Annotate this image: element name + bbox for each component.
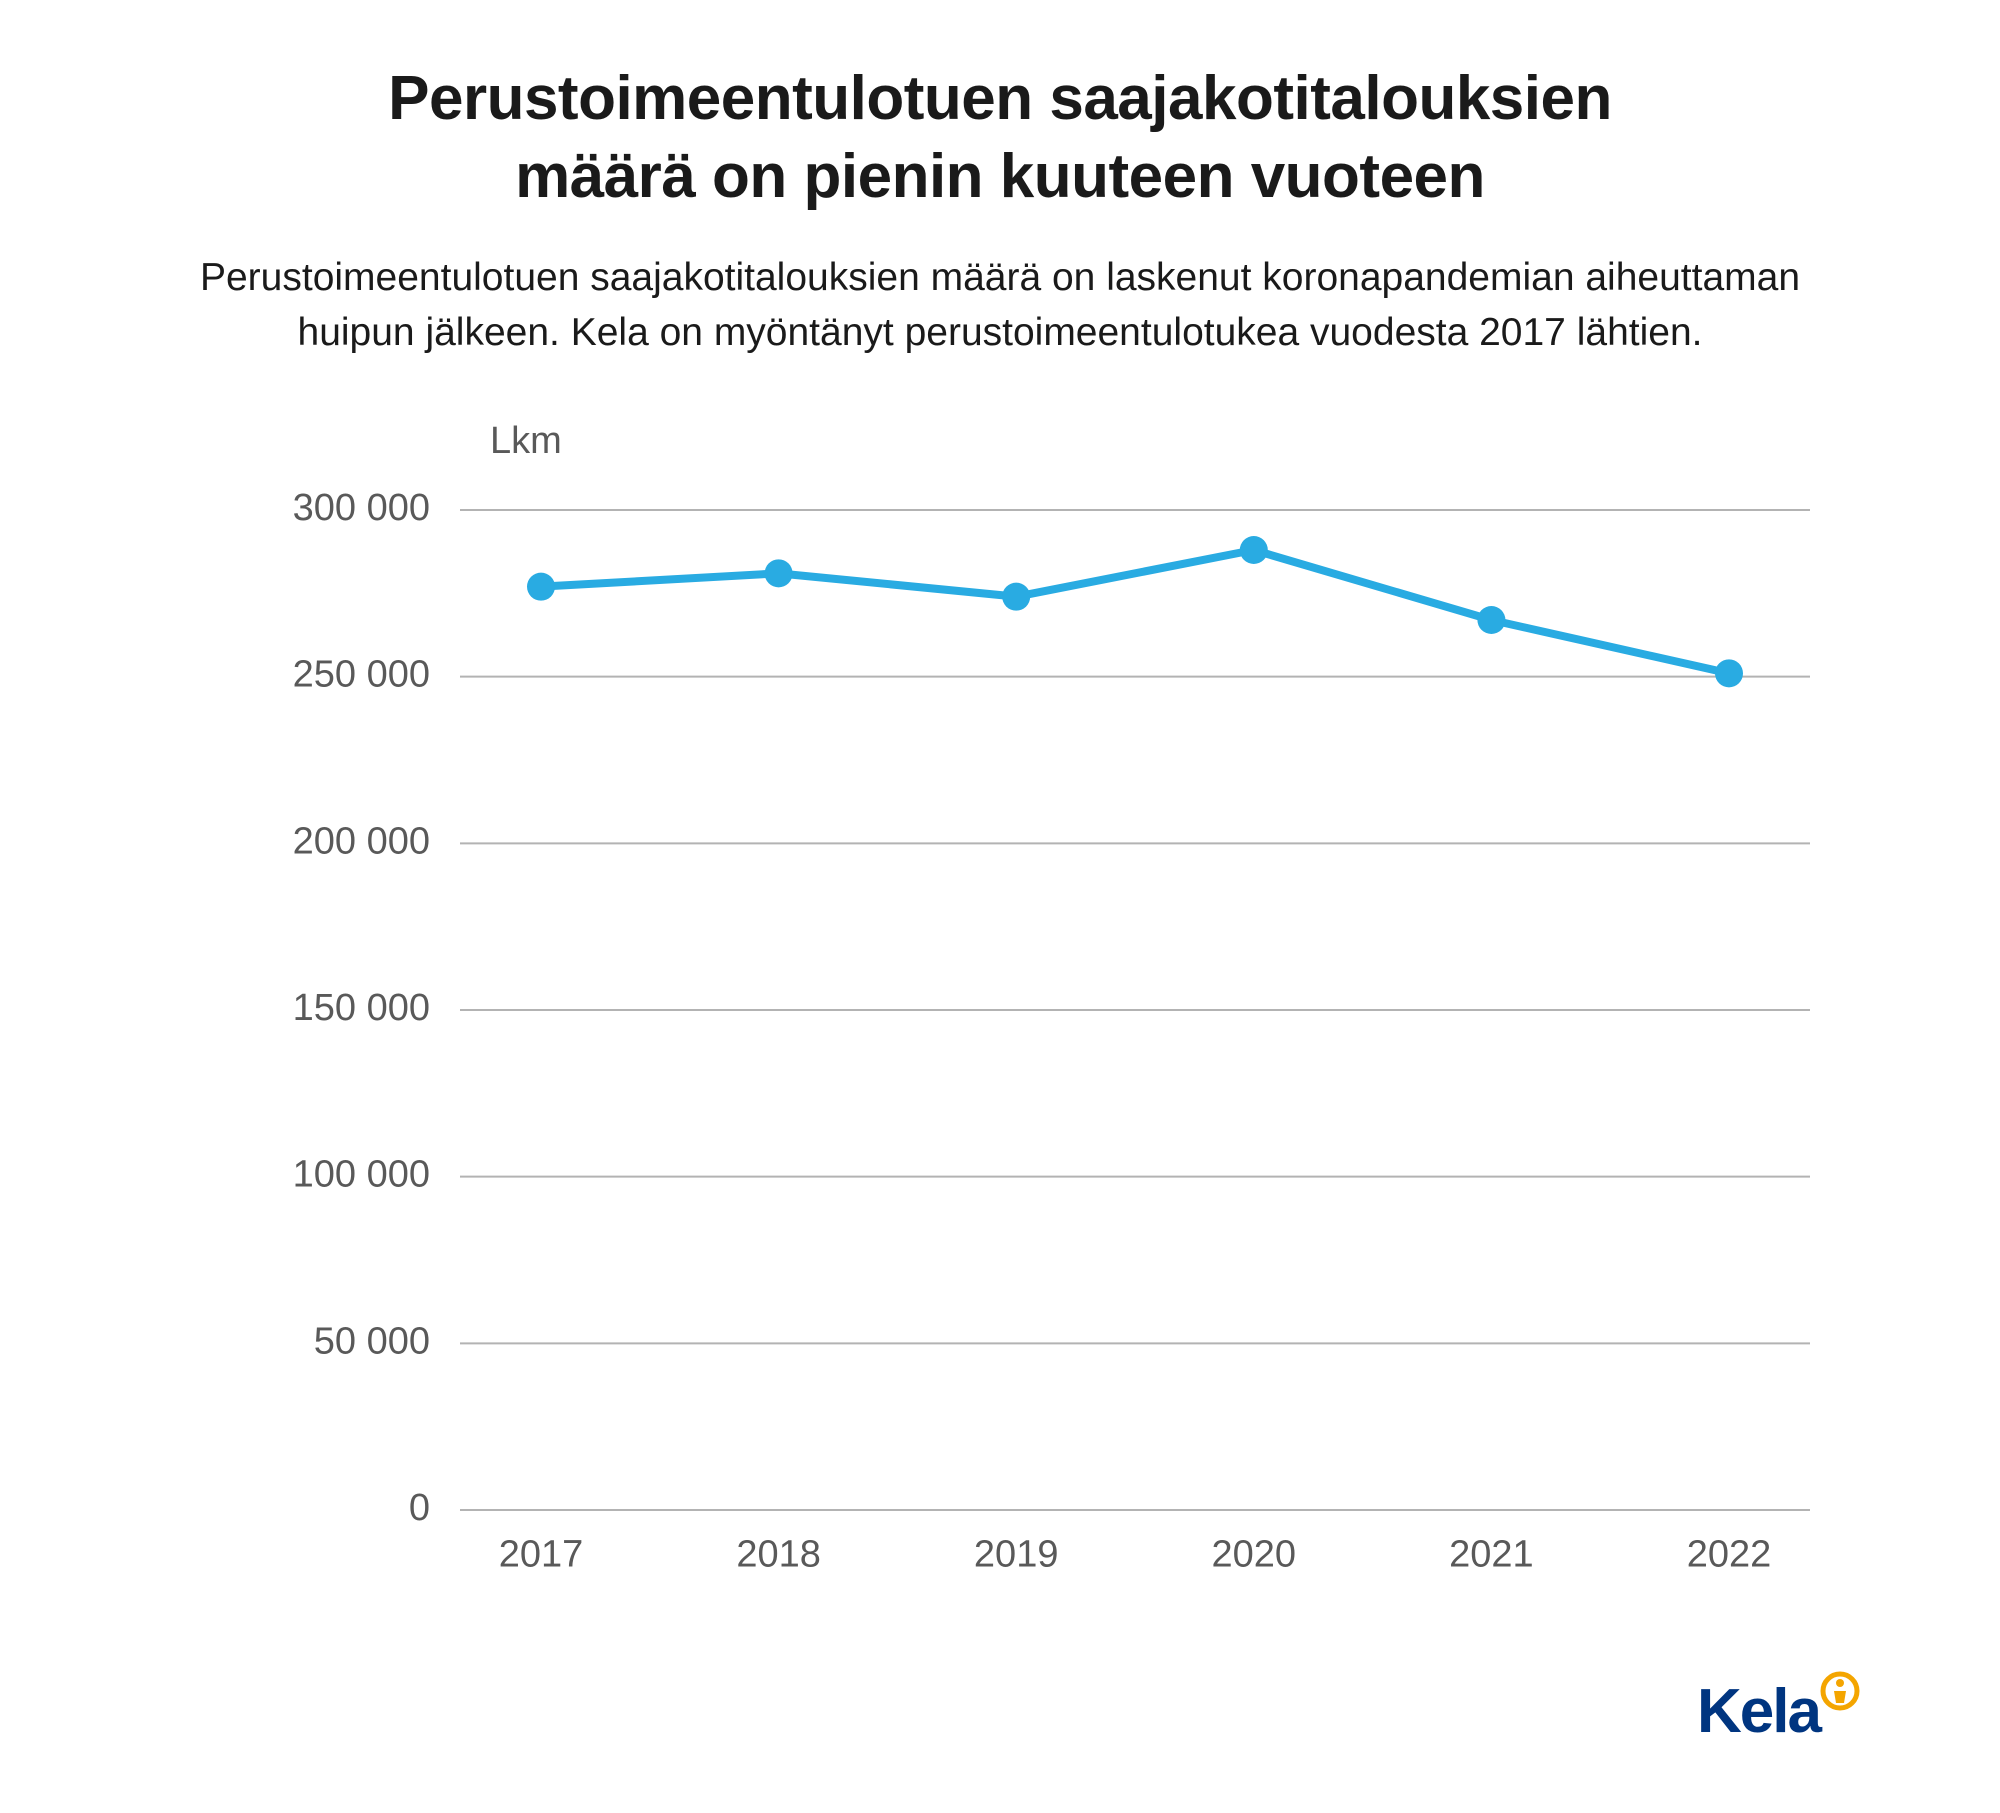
y-tick-label: 50 000 — [314, 1321, 430, 1363]
y-tick-label: 100 000 — [293, 1154, 430, 1196]
x-tick-label: 2017 — [499, 1534, 584, 1576]
data-line — [541, 550, 1729, 673]
title-line-2: määrä on pienin kuuteen vuoteen — [515, 142, 1485, 211]
y-tick-label: 300 000 — [293, 487, 430, 529]
line-chart: 0 50 000 100 000 150 000 200 000 250 000 300 0… — [100, 440, 1900, 1620]
chart-title: Perustoimeentulotuen saajakotitalouksien… — [100, 60, 1900, 215]
subtitle-line-1: Perustoimeentulotuen saajakotitalouksien… — [200, 256, 1800, 299]
x-tick-label: 2019 — [974, 1534, 1059, 1576]
title-line-1: Perustoimeentulotuen saajakotitalouksien — [388, 64, 1612, 133]
y-axis-title: Lkm — [490, 420, 562, 463]
data-point — [1715, 660, 1743, 688]
chart-subtitle: Perustoimeentulotuen saajakotitalouksien… — [100, 251, 1900, 360]
chart-container: Lkm 0 50 000 100 000 150 000 200 000 250 000 3… — [100, 420, 1900, 1753]
y-tick-label: 150 000 — [293, 987, 430, 1029]
data-point — [1477, 606, 1505, 634]
kela-logo: Kela — [1697, 1681, 1860, 1743]
logo-text: Kela — [1697, 1681, 1820, 1743]
data-point — [527, 573, 555, 601]
subtitle-line-2: huipun jälkeen. Kela on myöntänyt perust… — [298, 311, 1703, 354]
x-tick-label: 2021 — [1449, 1534, 1534, 1576]
y-tick-label: 0 — [409, 1487, 430, 1529]
data-point — [765, 560, 793, 588]
x-tick-label: 2022 — [1687, 1534, 1772, 1576]
x-tick-label: 2018 — [736, 1534, 821, 1576]
x-tick-label: 2020 — [1212, 1534, 1297, 1576]
data-point — [1002, 583, 1030, 611]
y-tick-label: 250 000 — [293, 654, 430, 696]
y-tick-label: 200 000 — [293, 821, 430, 863]
logo-icon — [1820, 1671, 1860, 1711]
data-point — [1240, 536, 1268, 564]
